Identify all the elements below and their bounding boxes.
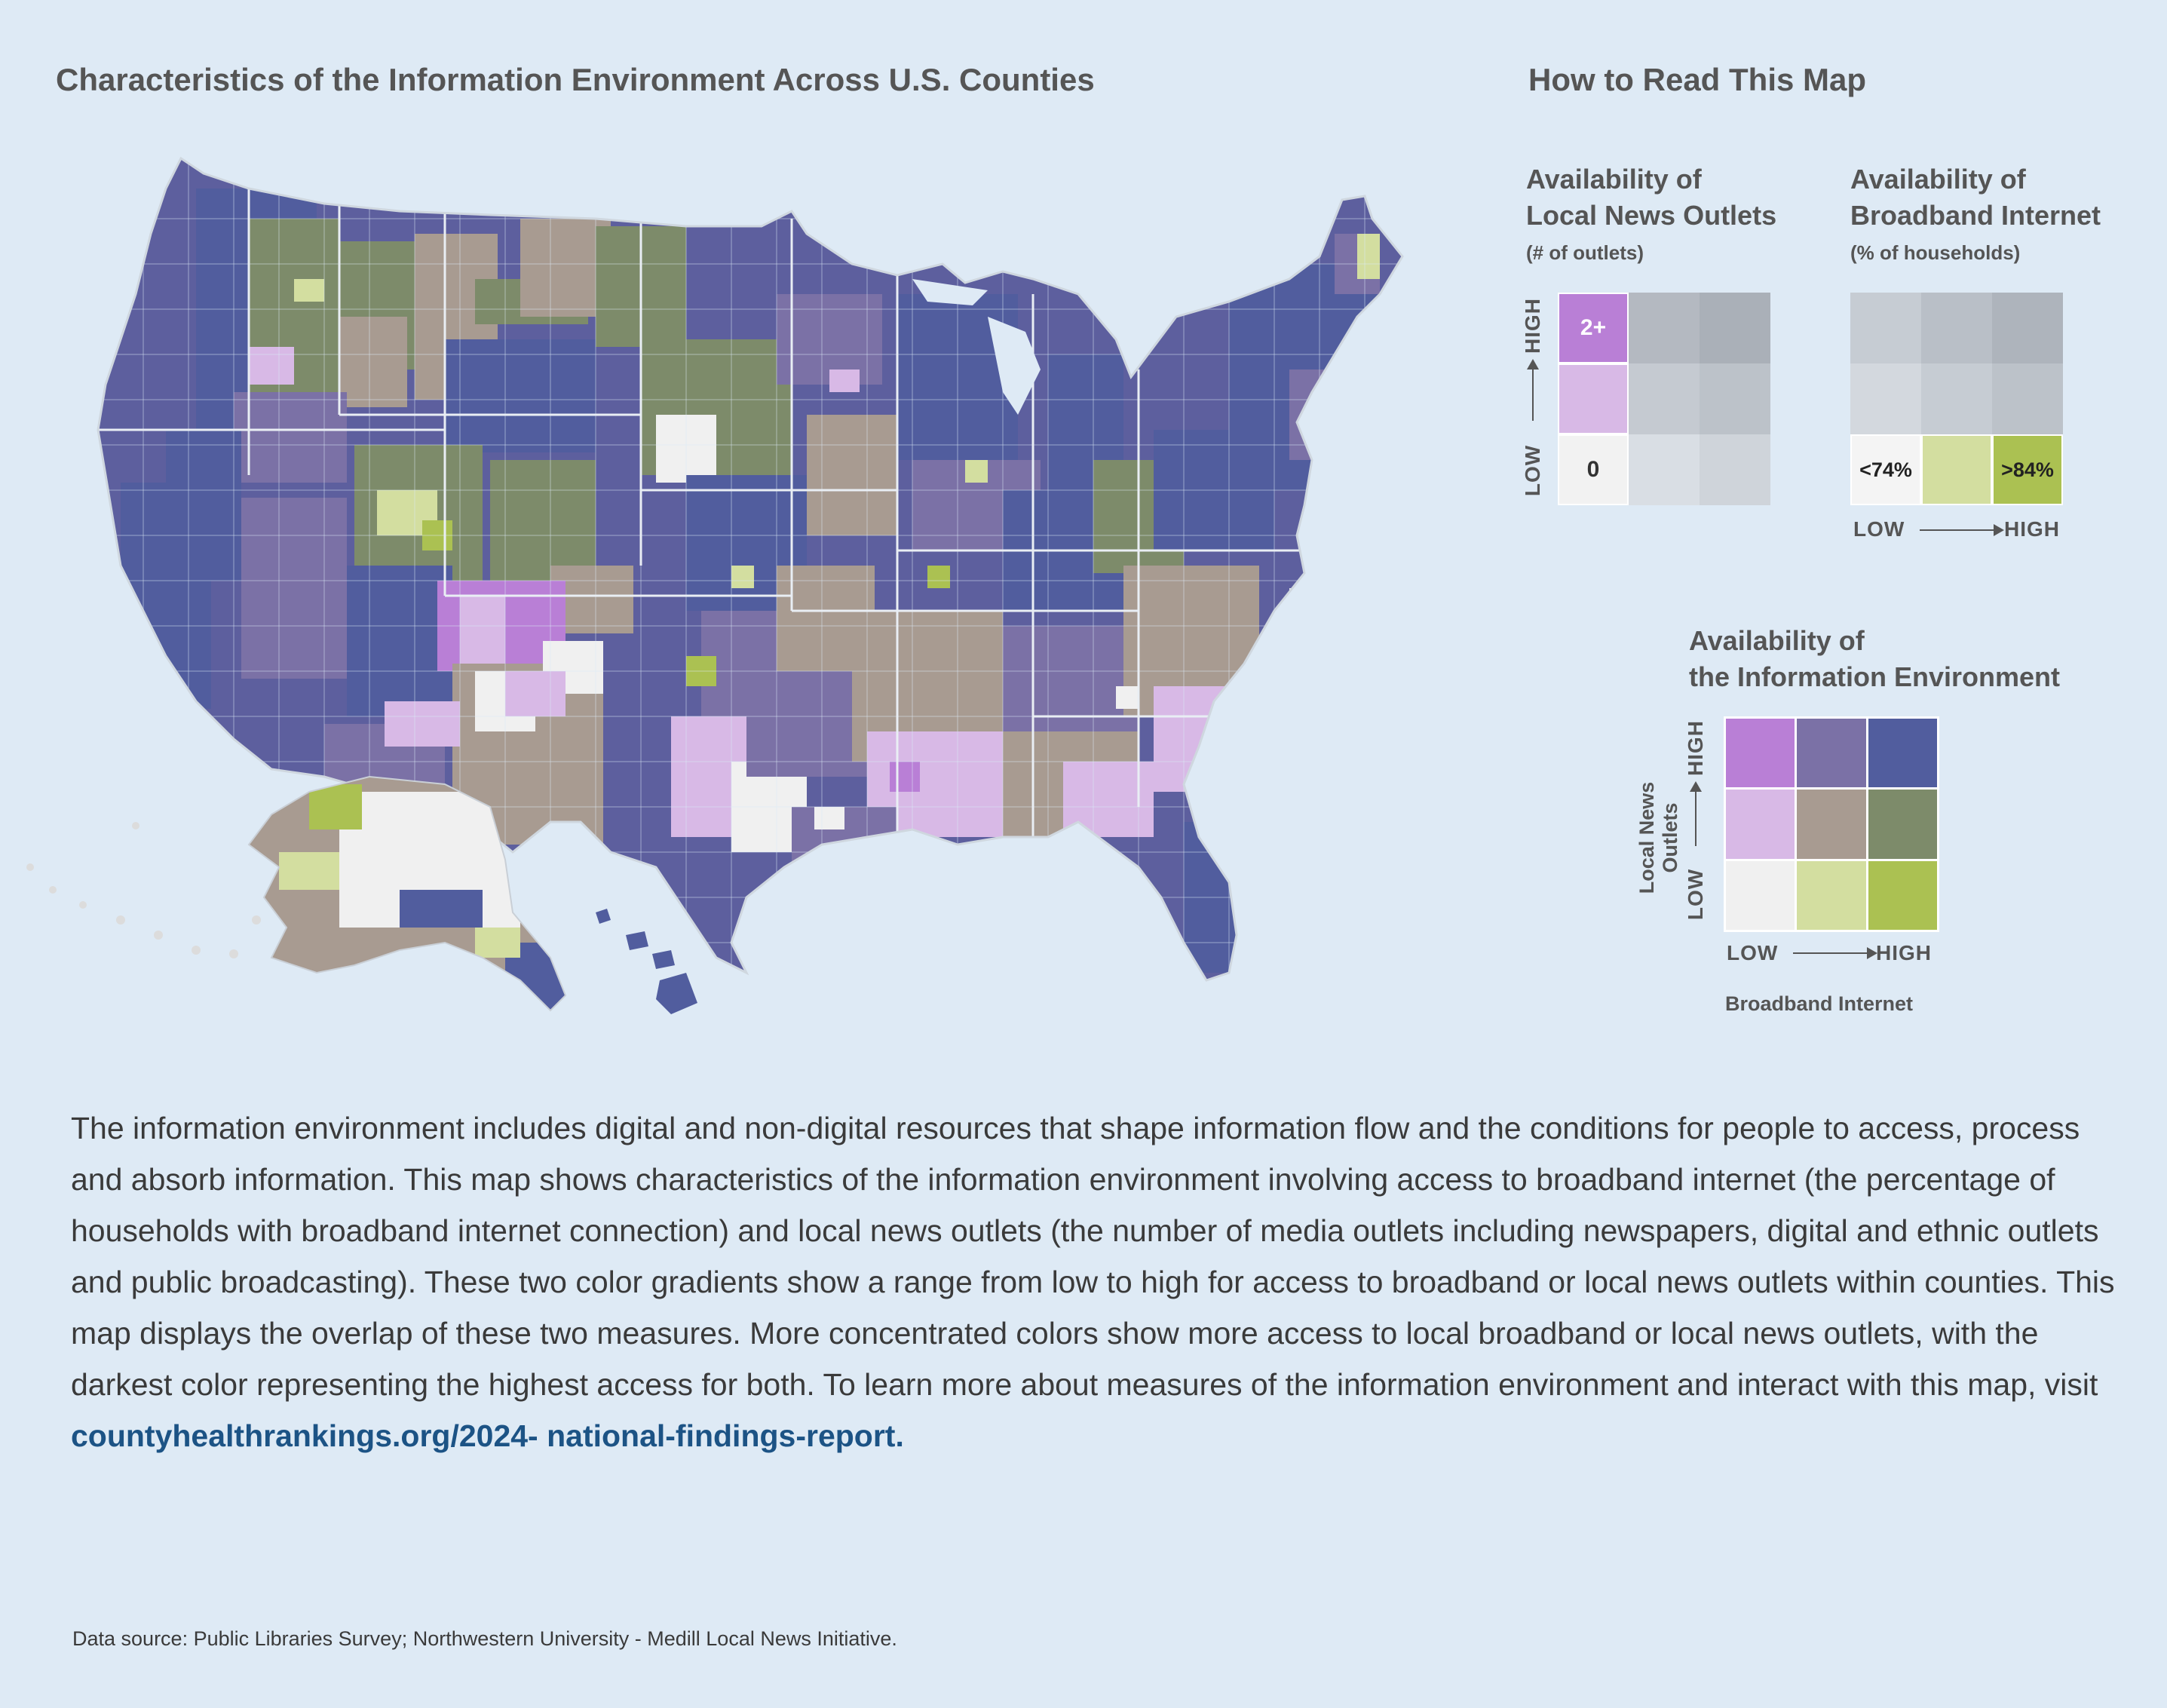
broadband-cell-faded [1921,293,1992,363]
news-cell-faded [1700,434,1770,505]
env-cell-low-news-low-bb [1726,860,1795,930]
env-cell-low-news-high-bb [1868,860,1937,930]
news-cell-high: 2+ [1558,293,1629,363]
news-legend-subtitle: (# of outlets) [1526,241,1644,264]
news-axis-arrow [1532,368,1534,421]
broadband-cell-faded [1992,293,2063,363]
environment-y-axis-title: Local News Outlets [1635,781,1681,894]
environment-x-axis-high: HIGH [1876,941,1932,964]
environment-legend-grid [1724,716,1939,932]
news-cell-faded [1700,293,1770,363]
broadband-legend-subtitle: (% of households) [1850,241,2021,264]
news-cell-faded [1629,363,1700,434]
broadband-axis-arrowhead [1994,524,2004,536]
broadband-axis-arrow [1920,529,1995,531]
environment-y-axis-low: LOW [1684,868,1707,921]
contiguous-us-counties [98,158,1402,980]
env-cell-low-news-mid-bb [1797,860,1866,930]
news-legend-title-line2: Local News Outlets [1526,199,1777,231]
aleutian-islands [26,822,261,958]
news-cell-faded [1629,434,1700,505]
map-title: Characteristics of the Information Envir… [56,62,1095,97]
broadband-cell-mid [1921,434,1992,505]
news-legend-title-line1: Availability of [1526,164,1702,195]
env-cell-mid-news-high-bb [1868,790,1937,859]
environment-x-axis-arrowhead [1867,947,1877,959]
news-axis-high: HIGH [1521,298,1544,354]
news-cell-mid [1558,363,1629,434]
news-cell-faded [1700,363,1770,434]
us-county-map [26,156,1404,1014]
description-paragraph: The information environment includes dig… [71,1102,2122,1461]
broadband-axis-high: HIGH [2004,517,2060,541]
env-cell-high-news-high-bb [1868,719,1937,788]
legend-heading: How to Read This Map [1528,62,1867,97]
environment-x-axis-title: Broadband Internet [1725,992,1914,1015]
environment-y-axis: Local News Outlets LOW HIGH [1635,716,1724,932]
broadband-legend-title-line2: Broadband Internet [1850,199,2101,231]
environment-x-axis-low: LOW [1727,941,1779,964]
broadband-cell-faded [1850,363,1921,434]
news-axis-arrowhead [1527,359,1539,370]
lake-superior [912,279,988,305]
broadband-cell-low: <74% [1850,434,1921,505]
news-axis-low: LOW [1521,444,1544,497]
broadband-cell-faded [1850,293,1921,363]
broadband-axis-low: LOW [1853,517,1905,541]
news-legend-grid: 2+ 0 [1558,293,1770,505]
environment-legend-title-line2: the Information Environment [1689,661,2061,692]
lake-michigan [988,317,1041,415]
broadband-cell-faded [1921,363,1992,434]
news-cell-low: 0 [1558,434,1629,505]
environment-y-axis-arrow [1695,790,1697,846]
env-cell-mid-news-mid-bb [1797,790,1866,859]
environment-x-axis-arrow [1793,952,1868,954]
broadband-cell-high: >84% [1992,434,2063,505]
data-source: Data source: Public Libraries Survey; No… [72,1627,897,1650]
news-legend-axis: LOW HIGH [1514,293,1552,505]
hawaii-counties [596,909,697,1014]
news-legend-title: Availability of Local News Outlets [1526,161,1776,234]
broadband-legend-grid: <74% >84% [1850,293,2063,505]
environment-y-axis-high: HIGH [1684,720,1707,776]
report-link[interactable]: countyhealthrankings.org/2024- national-… [71,1418,904,1453]
env-cell-mid-news-low-bb [1726,790,1795,859]
env-cell-high-news-mid-bb [1797,719,1866,788]
env-cell-high-news-low-bb [1726,719,1795,788]
broadband-legend-title-line1: Availability of [1850,164,2026,195]
broadband-cell-faded [1992,363,2063,434]
environment-legend-title: Availability of the Information Environm… [1689,623,2060,695]
news-cell-faded [1629,293,1700,363]
environment-legend-title-line1: Availability of [1689,625,1865,656]
broadband-legend-title: Availability of Broadband Internet [1850,161,2101,234]
environment-y-axis-arrowhead [1690,781,1702,792]
description-text: The information environment includes dig… [71,1111,2115,1402]
